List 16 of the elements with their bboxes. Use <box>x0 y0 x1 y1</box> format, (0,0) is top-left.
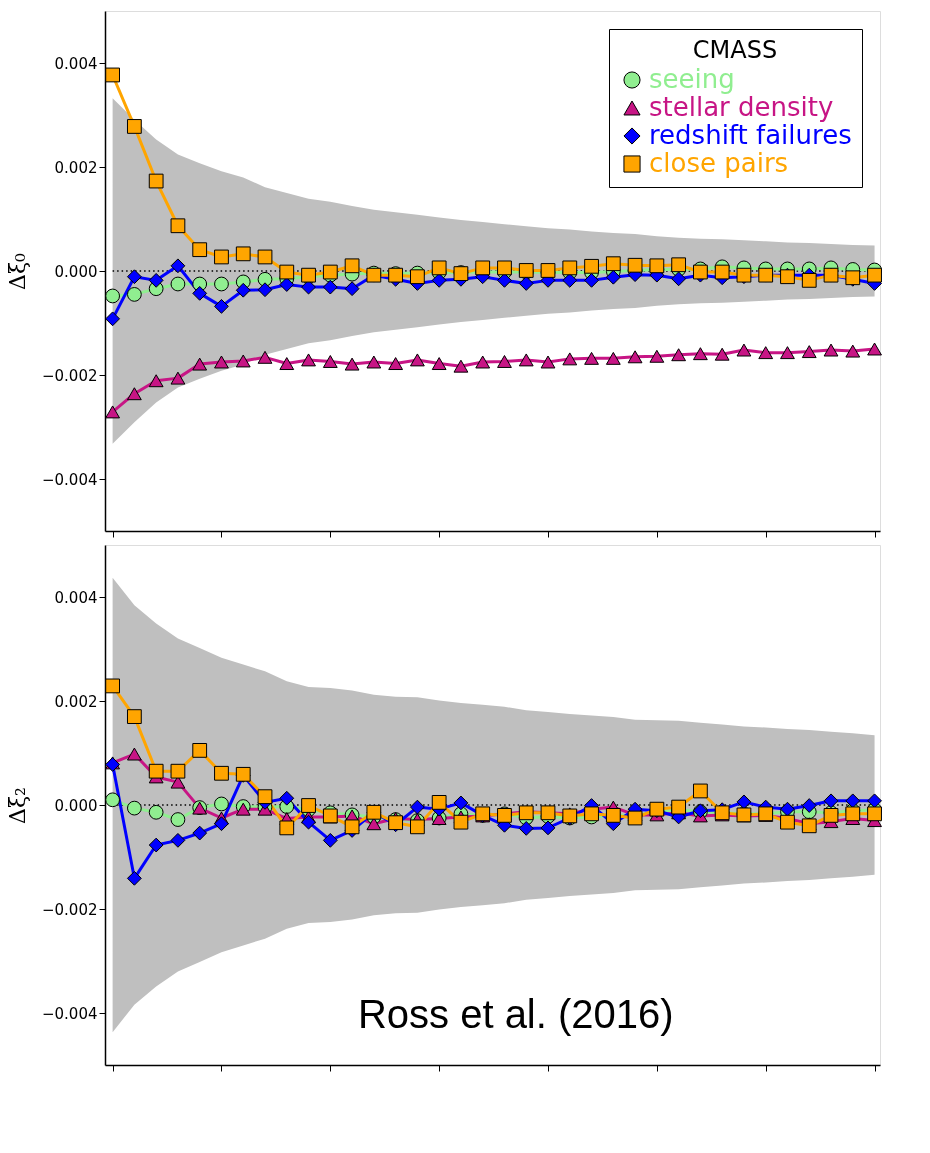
y-tick-label: 0.000 <box>54 796 98 815</box>
y-tick-label: −0.002 <box>41 366 98 385</box>
y-tick-label: −0.002 <box>41 900 98 919</box>
legend-label: seeing <box>649 64 735 94</box>
annotation: Ross et al. (2016) <box>357 991 674 1036</box>
y-tick-label: 0.004 <box>54 588 98 607</box>
legend-label: close pairs <box>649 148 789 178</box>
y-tick-label: −0.004 <box>41 470 98 489</box>
y-tick-label: 0.004 <box>54 54 98 73</box>
y-axis-title: Δξ₀ <box>4 252 30 290</box>
y-axis-title: Δξ₂ <box>4 787 30 824</box>
y-tick-label: 0.002 <box>54 158 98 177</box>
y-tick-label: 0.000 <box>54 262 98 281</box>
legend-title: CMASS <box>692 36 778 64</box>
y-tick-label: −0.004 <box>41 1004 98 1023</box>
y-tick-label: 0.002 <box>54 692 98 711</box>
